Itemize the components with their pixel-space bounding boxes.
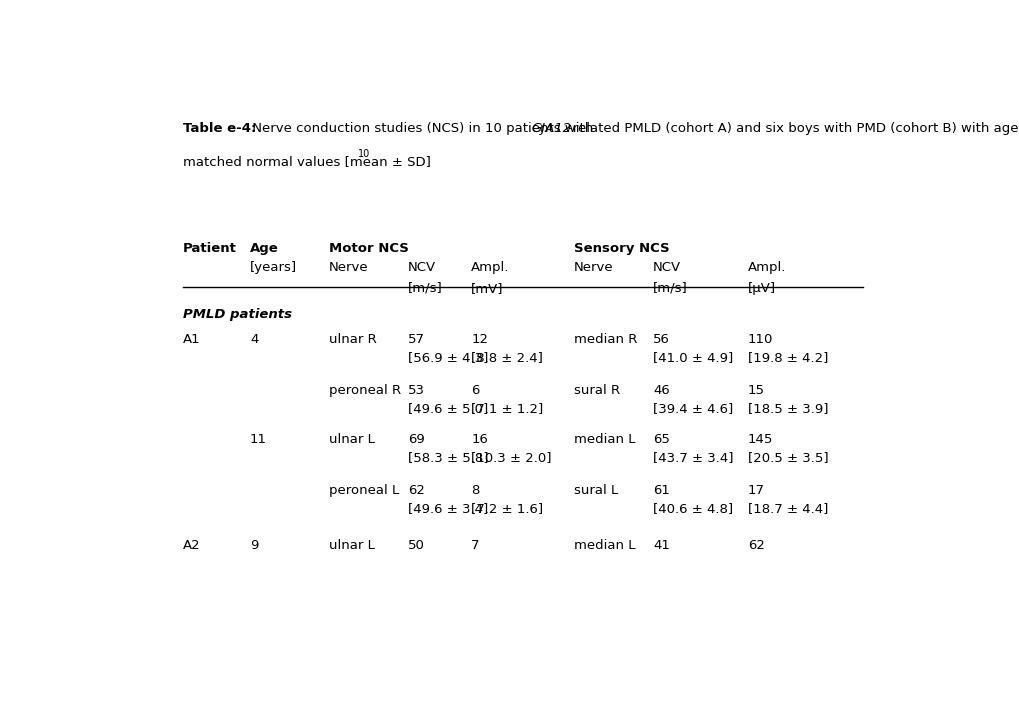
Text: 15: 15 — [747, 384, 764, 397]
Text: 12: 12 — [471, 333, 488, 346]
Text: median L: median L — [574, 539, 635, 552]
Text: -related PMLD (cohort A) and six boys with PMD (cohort B) with age-: -related PMLD (cohort A) and six boys wi… — [568, 122, 1019, 135]
Text: ulnar L: ulnar L — [329, 433, 375, 446]
Text: 16: 16 — [471, 433, 488, 446]
Text: [43.7 ± 3.4]: [43.7 ± 3.4] — [652, 451, 733, 464]
Text: [7.2 ± 1.6]: [7.2 ± 1.6] — [471, 503, 543, 516]
Text: ulnar L: ulnar L — [329, 539, 375, 552]
Text: [mV]: [mV] — [471, 282, 503, 294]
Text: [41.0 ± 4.9]: [41.0 ± 4.9] — [652, 351, 733, 364]
Text: 10: 10 — [358, 149, 370, 159]
Text: Nerve: Nerve — [574, 261, 613, 274]
Text: Nerve: Nerve — [329, 261, 368, 274]
Text: [58.3 ± 5.8]: [58.3 ± 5.8] — [408, 451, 488, 464]
Text: [µV]: [µV] — [747, 282, 775, 294]
Text: 61: 61 — [652, 484, 669, 497]
Text: Ampl.: Ampl. — [747, 261, 786, 274]
Text: A1: A1 — [182, 333, 201, 346]
Text: [m/s]: [m/s] — [408, 282, 442, 294]
Text: 69: 69 — [408, 433, 425, 446]
Text: 62: 62 — [747, 539, 764, 552]
Text: 50: 50 — [408, 539, 425, 552]
Text: 17: 17 — [747, 484, 764, 497]
Text: 4: 4 — [250, 333, 258, 346]
Text: 7: 7 — [471, 539, 479, 552]
Text: [49.6 ± 3.4]: [49.6 ± 3.4] — [408, 503, 488, 516]
Text: PMLD patients: PMLD patients — [182, 308, 291, 321]
Text: [m/s]: [m/s] — [652, 282, 687, 294]
Text: [39.4 ± 4.6]: [39.4 ± 4.6] — [652, 402, 733, 415]
Text: Motor NCS: Motor NCS — [329, 242, 409, 255]
Text: 41: 41 — [652, 539, 669, 552]
Text: 56: 56 — [652, 333, 669, 346]
Text: [years]: [years] — [250, 261, 297, 274]
Text: peroneal L: peroneal L — [329, 484, 398, 497]
Text: peroneal R: peroneal R — [329, 384, 400, 397]
Text: [56.9 ± 4.3]: [56.9 ± 4.3] — [408, 351, 488, 364]
Text: median R: median R — [574, 333, 637, 346]
Text: Sensory NCS: Sensory NCS — [574, 242, 669, 255]
Text: matched normal values [mean ± SD]: matched normal values [mean ± SD] — [182, 155, 434, 168]
Text: Age: Age — [250, 242, 278, 255]
Text: Nerve conduction studies (NCS) in 10 patients with: Nerve conduction studies (NCS) in 10 pat… — [249, 122, 597, 135]
Text: GJA12: GJA12 — [531, 122, 571, 135]
Text: [10.3 ± 2.0]: [10.3 ± 2.0] — [471, 451, 551, 464]
Text: A2: A2 — [182, 539, 201, 552]
Text: NCV: NCV — [408, 261, 436, 274]
Text: ulnar R: ulnar R — [329, 333, 376, 346]
Text: [19.8 ± 4.2]: [19.8 ± 4.2] — [747, 351, 827, 364]
Text: [20.5 ± 3.5]: [20.5 ± 3.5] — [747, 451, 827, 464]
Text: [8.8 ± 2.4]: [8.8 ± 2.4] — [471, 351, 543, 364]
Text: Patient: Patient — [182, 242, 236, 255]
Text: [49.6 ± 5.0]: [49.6 ± 5.0] — [408, 402, 488, 415]
Text: 8: 8 — [471, 484, 479, 497]
Text: sural R: sural R — [574, 384, 620, 397]
Text: [18.7 ± 4.4]: [18.7 ± 4.4] — [747, 503, 827, 516]
Text: 46: 46 — [652, 384, 669, 397]
Text: 6: 6 — [471, 384, 479, 397]
Text: 11: 11 — [250, 433, 267, 446]
Text: median L: median L — [574, 433, 635, 446]
Text: 62: 62 — [408, 484, 425, 497]
Text: [40.6 ± 4.8]: [40.6 ± 4.8] — [652, 503, 733, 516]
Text: 9: 9 — [250, 539, 258, 552]
Text: 57: 57 — [408, 333, 425, 346]
Text: Ampl.: Ampl. — [471, 261, 510, 274]
Text: Table e-4:: Table e-4: — [182, 122, 256, 135]
Text: [7.1 ± 1.2]: [7.1 ± 1.2] — [471, 402, 543, 415]
Text: 110: 110 — [747, 333, 772, 346]
Text: 145: 145 — [747, 433, 772, 446]
Text: 65: 65 — [652, 433, 669, 446]
Text: 53: 53 — [408, 384, 425, 397]
Text: NCV: NCV — [652, 261, 681, 274]
Text: [18.5 ± 3.9]: [18.5 ± 3.9] — [747, 402, 827, 415]
Text: sural L: sural L — [574, 484, 618, 497]
